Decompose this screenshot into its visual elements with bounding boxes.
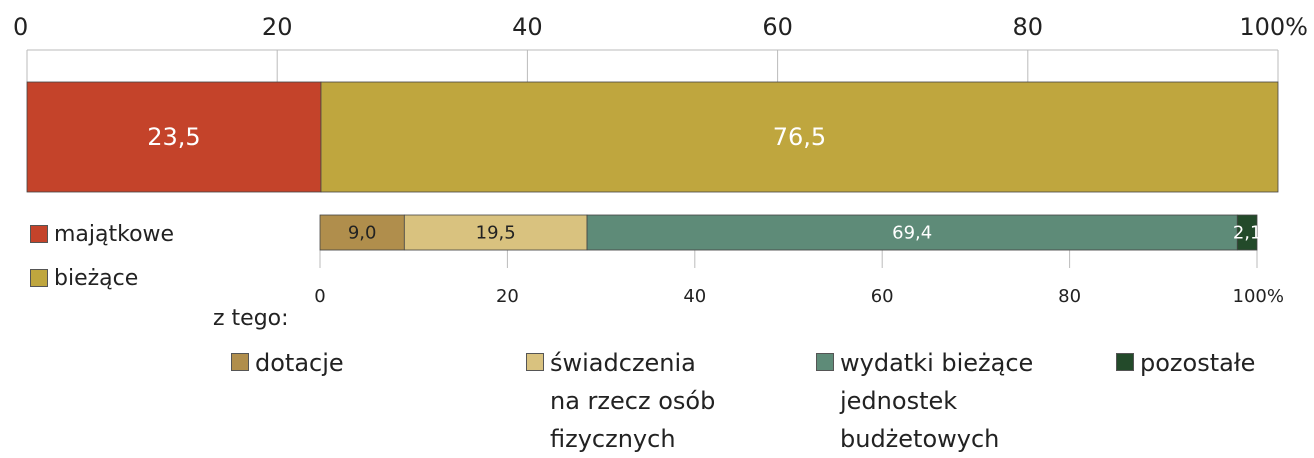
legend-item: dotacje (231, 344, 344, 382)
legend-swatch (30, 225, 48, 243)
legend-item: bieżące (30, 260, 138, 298)
x-tick-label: 40 (683, 286, 706, 307)
data-label: 69,4 (892, 223, 932, 244)
legend-item: wydatki bieżące jednostek budżetowych (816, 344, 1033, 458)
legend-swatch (231, 353, 249, 371)
legend-item: majątkowe (30, 216, 174, 254)
bar-segment (320, 81, 1279, 193)
legend-swatch (30, 269, 48, 287)
x-tick-label: 40 (512, 13, 543, 41)
bar-segment (403, 214, 588, 251)
x-tick-label: 20 (496, 286, 519, 307)
x-tick-label: 80 (1058, 286, 1081, 307)
legend-label: dotacje (255, 349, 344, 377)
legend-item: świadczenia na rzecz osób fizycznych (526, 344, 715, 458)
legend-label: bieżące (54, 266, 139, 291)
legend-swatch (1116, 353, 1134, 371)
legend-label: świadczenia na rzecz osób fizycznych (550, 349, 716, 453)
legend-label: wydatki bieżące jednostek budżetowych (840, 349, 1034, 453)
x-tick-label: 100% (1233, 286, 1284, 307)
legend-swatch (816, 353, 834, 371)
legend-label: pozostałe (1140, 349, 1256, 377)
legend-item: pozostałe (1116, 344, 1255, 382)
x-tick-label: 60 (762, 13, 793, 41)
legend-label: majątkowe (54, 222, 175, 247)
x-tick-label: 100% (1239, 13, 1308, 41)
bar-segment (1236, 214, 1258, 251)
data-label: 9,0 (348, 223, 377, 244)
annotation: z tego: (213, 306, 289, 331)
data-label: 76,5 (773, 123, 826, 151)
x-tick-label: 0 (13, 13, 28, 41)
bar-segment (26, 81, 322, 193)
data-label: 2,1 (1233, 223, 1262, 244)
bar-segment (319, 214, 405, 251)
legend-swatch (526, 353, 544, 371)
x-tick-label: 20 (262, 13, 293, 41)
data-label: 19,5 (476, 223, 516, 244)
x-tick-label: 80 (1013, 13, 1044, 41)
data-label: 23,5 (147, 123, 200, 151)
bar-segment (586, 214, 1238, 251)
x-tick-label: 60 (871, 286, 894, 307)
x-tick-label: 0 (314, 286, 325, 307)
